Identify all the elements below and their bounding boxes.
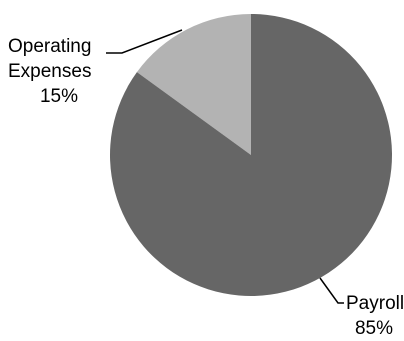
slice-percent-payroll: 85% [355,318,393,339]
slice-label-operating-expenses-line2: Expenses [8,61,91,82]
pie-slice-payroll [110,14,392,296]
leader-line-payroll [319,277,344,304]
slice-label-operating-expenses-line1: Operating [8,36,91,57]
leader-line-operating-expenses [106,29,183,54]
slice-label-payroll: Payroll [346,293,404,314]
pie-slices [110,14,392,296]
pie-slice-operating-expenses [136,14,251,155]
slice-percent-operating-expenses: 15% [40,86,78,107]
